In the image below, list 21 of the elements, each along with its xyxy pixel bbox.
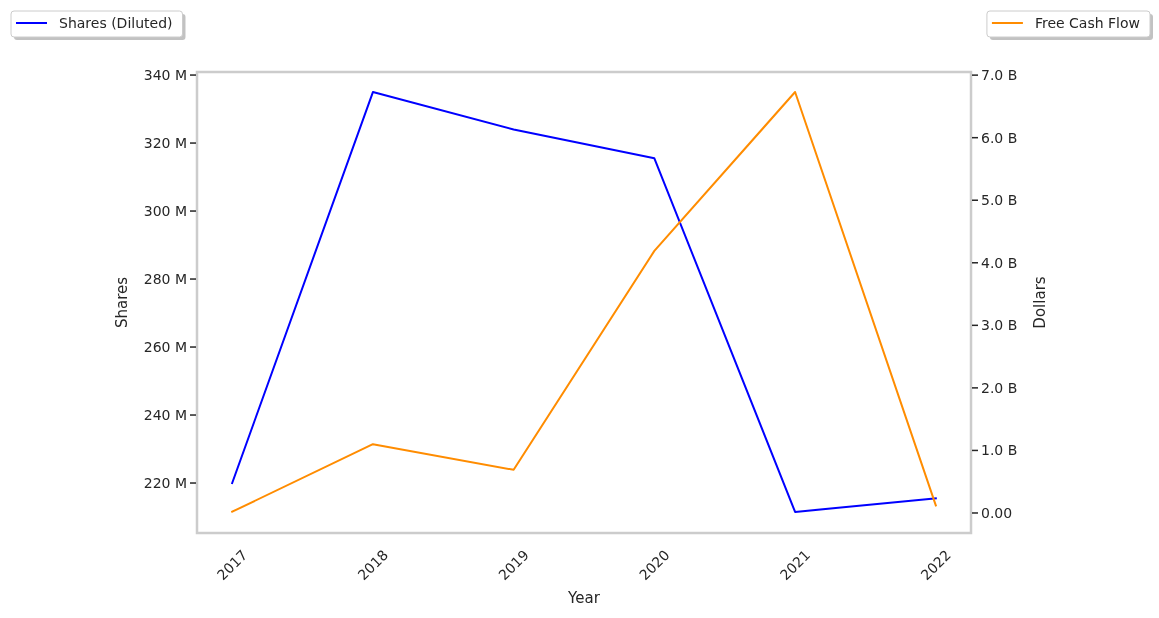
legend-label: Free Cash Flow	[1034, 14, 1140, 31]
y-tick-label: 240 M	[143, 406, 187, 423]
y2-tick-label: 1.0 B	[981, 442, 1018, 459]
y-tick-label: 300 M	[143, 202, 187, 219]
y2-tick-label: 2.0 B	[981, 379, 1018, 396]
y2-tick-label: 4.0 B	[981, 254, 1018, 271]
y2-tick-label: 5.0 B	[981, 192, 1018, 209]
y-tick-label: 320 M	[143, 134, 187, 151]
y-tick-label: 280 M	[143, 270, 187, 287]
y2-tick-label: 0.00	[981, 504, 1013, 521]
x-axis-title: Year	[567, 589, 601, 608]
y2-tick-label: 7.0 B	[981, 67, 1018, 84]
y-tick-label: 220 M	[143, 474, 187, 491]
y-tick-label: 260 M	[143, 338, 187, 355]
y-axis-title: Shares	[113, 276, 132, 329]
y2-tick-label: 6.0 B	[981, 129, 1018, 146]
legend-label: Shares (Diluted)	[59, 14, 173, 31]
y-tick-label: 340 M	[143, 66, 187, 83]
line-series	[231, 91, 937, 513]
y2-axis-title: Dollars	[1031, 276, 1050, 329]
y2-tick-label: 3.0 B	[981, 317, 1018, 334]
